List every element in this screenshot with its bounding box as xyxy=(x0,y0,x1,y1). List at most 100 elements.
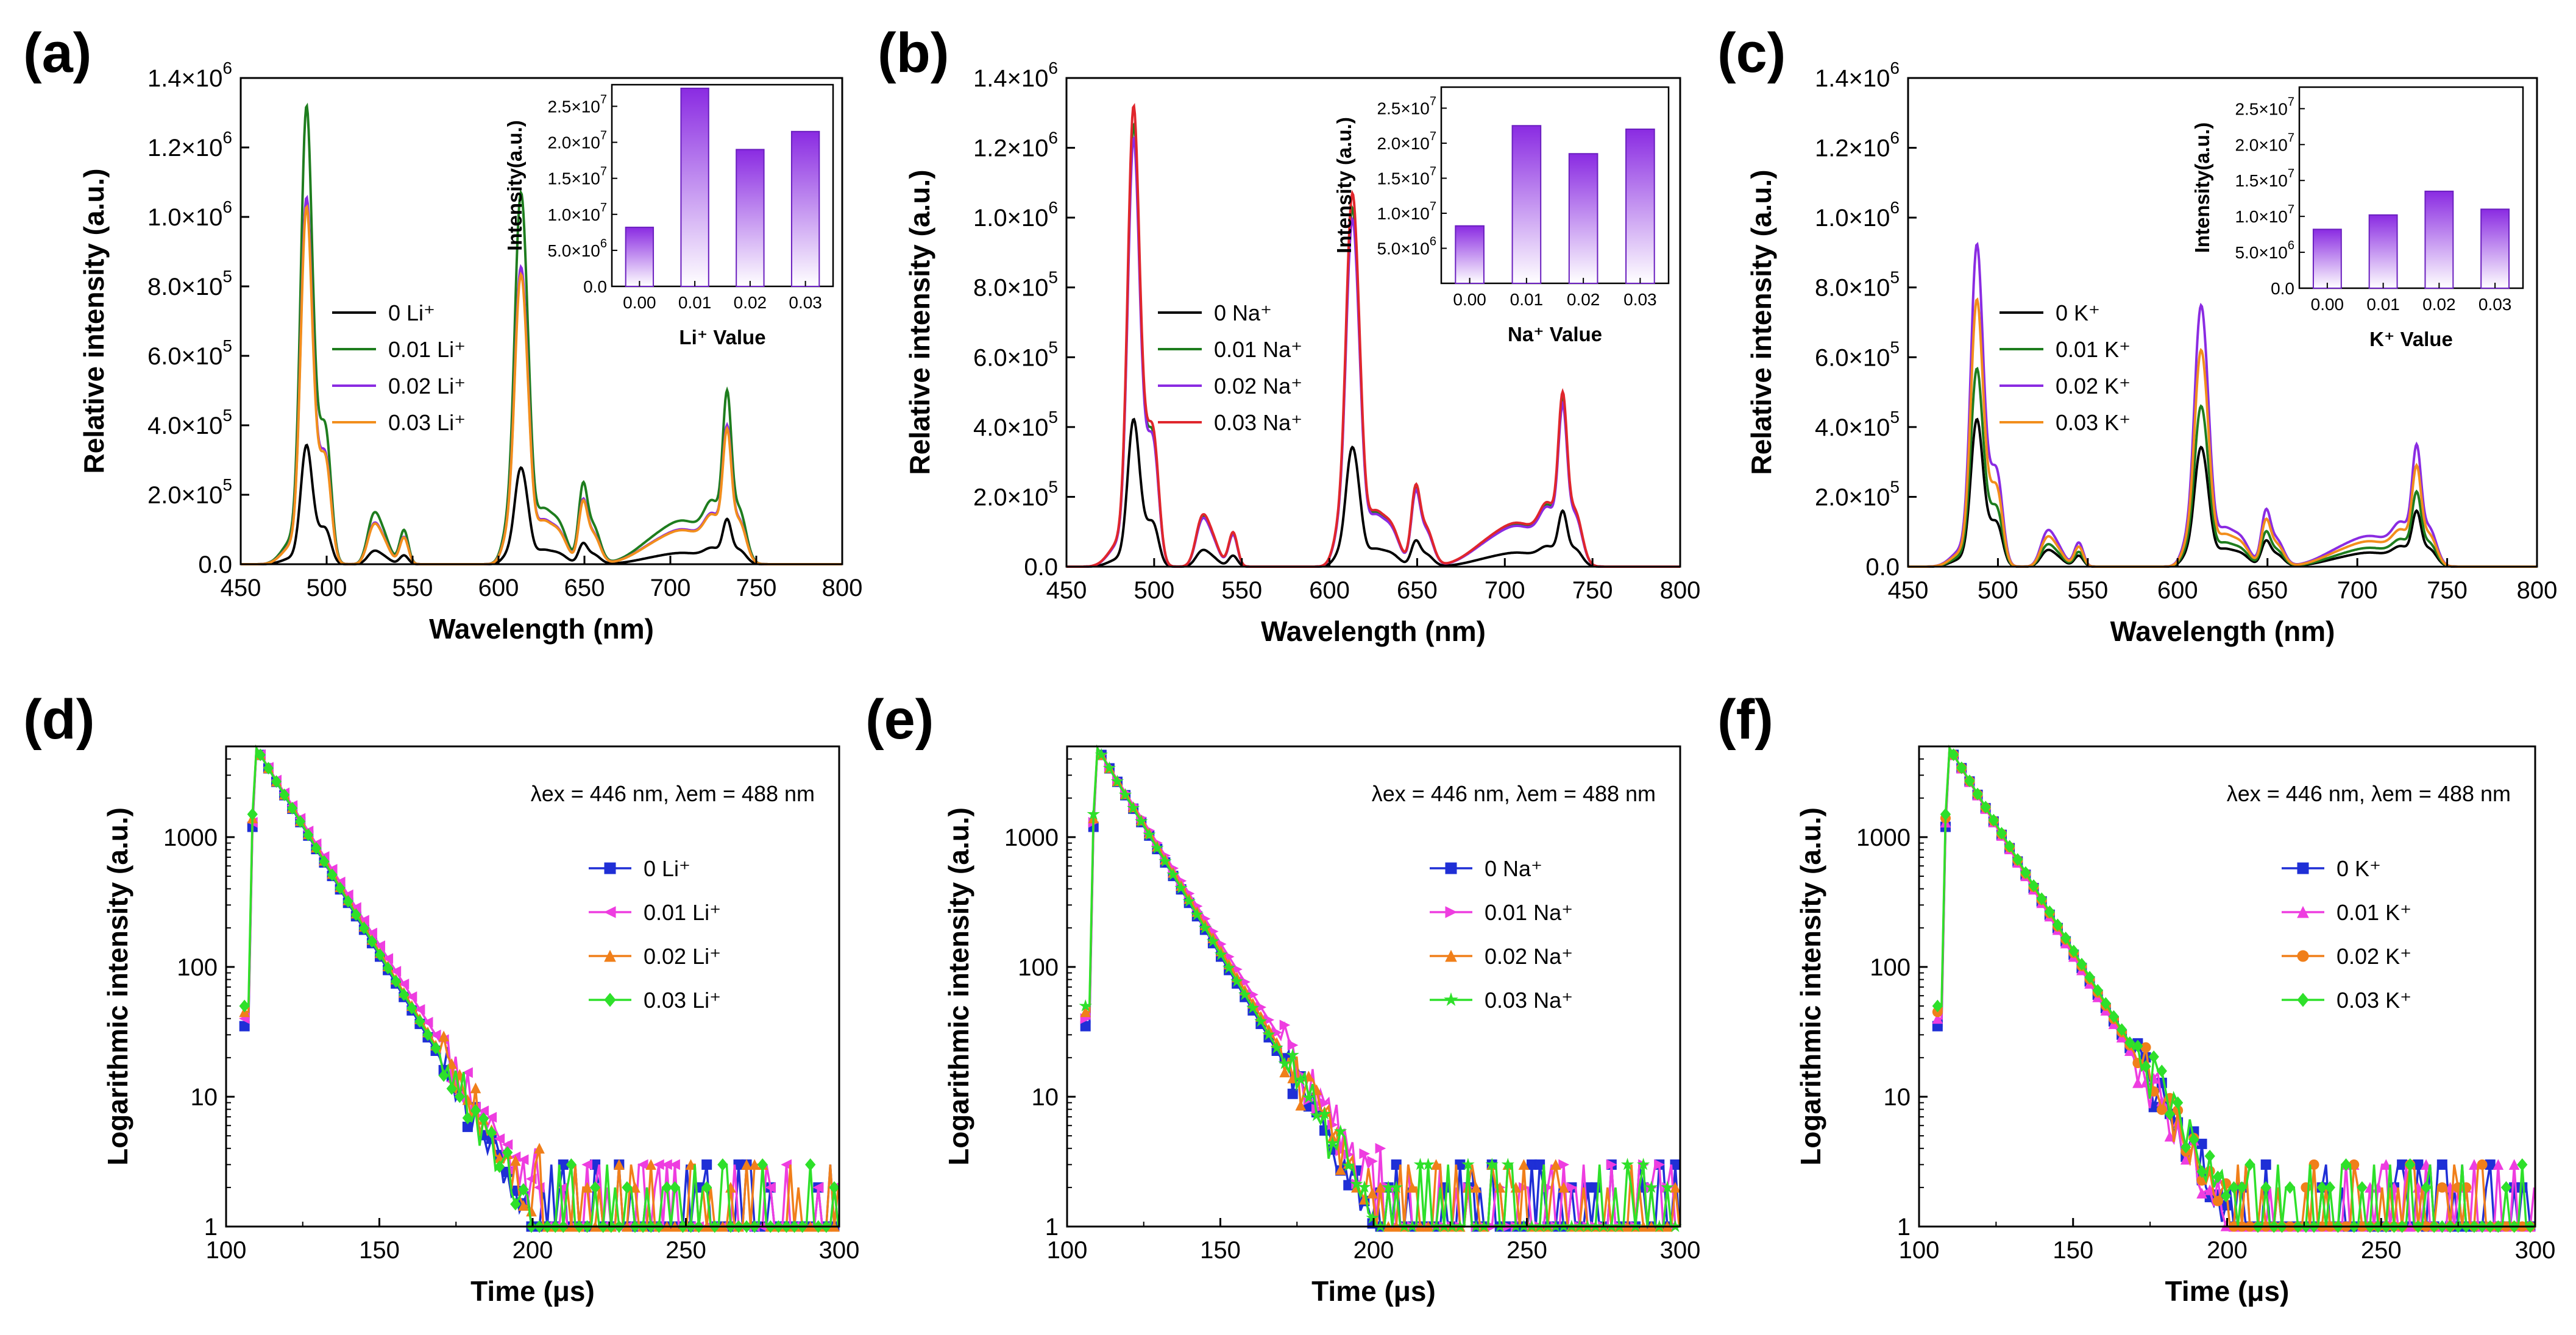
data-point xyxy=(454,1090,465,1103)
inset-x-tick-label: 0.01 xyxy=(1510,290,1544,309)
y-axis-title: Logarithmic intensity (a.u.) xyxy=(943,807,974,1166)
panel-b: 450 500 550 600 650 700 750 800 0.0 2.0×105 4.0×10… xyxy=(904,58,1700,647)
data-point xyxy=(757,1158,768,1171)
x-tick-label: 300 xyxy=(819,1237,860,1264)
y-tick-label: 1 xyxy=(1897,1214,1911,1241)
data-point xyxy=(1620,1158,1634,1170)
series-line xyxy=(1937,745,2535,1228)
legend-marker xyxy=(604,862,616,874)
data-point xyxy=(2436,1159,2447,1170)
inset-x-tick-label: 0.03 xyxy=(789,293,822,312)
data-point xyxy=(286,801,298,815)
x-axis-title: Wavelength (nm) xyxy=(2110,615,2335,647)
series-line xyxy=(1085,745,1680,1228)
x-tick-label: 700 xyxy=(2337,577,2378,604)
series-line xyxy=(244,745,840,1228)
x-tick-label: 150 xyxy=(2053,1237,2093,1264)
data-point xyxy=(2436,1182,2447,1193)
data-point xyxy=(1174,881,1188,894)
y-axis-title: Logarithmic intensity (a.u.) xyxy=(1795,807,1826,1166)
excitation-emission-annotation: λex = 446 nm, λem = 488 nm xyxy=(1372,781,1656,806)
inset-bar xyxy=(680,87,709,288)
data-point xyxy=(414,1015,425,1028)
x-tick-label: 650 xyxy=(564,575,605,601)
panel-d: 100 150 200 250 300 1 10 100 1000 Time (μs) Logari… xyxy=(102,744,860,1307)
y-tick-label: 1000 xyxy=(1004,824,1059,851)
x-tick-label: 300 xyxy=(2515,1237,2556,1264)
data-point xyxy=(1080,1006,1091,1018)
inset-y-tick-label: 2.5×107 xyxy=(1377,95,1436,118)
data-point xyxy=(1198,921,1212,934)
inset-y-tick-label: 5.0×106 xyxy=(547,237,607,260)
data-point xyxy=(1375,1142,1386,1154)
data-point xyxy=(581,1159,593,1170)
x-tick-label: 450 xyxy=(1888,577,1929,604)
data-point xyxy=(812,1182,824,1193)
y-tick-label: 0.0 xyxy=(198,551,232,578)
data-point xyxy=(1279,1019,1291,1031)
data-point xyxy=(1948,748,1959,762)
legend-label: 0.02 K⁺ xyxy=(2336,944,2411,969)
x-tick-label: 700 xyxy=(650,575,691,601)
data-point xyxy=(1350,1177,1363,1190)
data-point xyxy=(366,935,378,948)
data-point xyxy=(1295,1099,1307,1111)
x-tick-label: 800 xyxy=(1660,577,1701,604)
data-point xyxy=(263,762,274,775)
panel-label: (a) xyxy=(23,22,91,84)
x-tick-label: 550 xyxy=(392,575,433,601)
data-point xyxy=(2020,866,2031,879)
y-tick-label: 4.0×105 xyxy=(1815,408,1900,441)
data-point xyxy=(2228,1181,2240,1194)
data-point xyxy=(1246,1001,1260,1014)
data-point xyxy=(2324,1181,2335,1194)
data-point xyxy=(534,1142,545,1154)
series-line xyxy=(1908,297,2537,568)
y-tick-label: 1000 xyxy=(163,824,218,851)
series-line xyxy=(1066,102,1680,568)
data-point xyxy=(1366,1211,1379,1224)
data-point xyxy=(2100,997,2111,1010)
data-point xyxy=(1158,854,1172,867)
legend-label: 0.02 Na⁺ xyxy=(1214,374,1302,398)
data-point xyxy=(295,815,306,828)
data-point xyxy=(1087,807,1100,820)
data-point xyxy=(1278,1057,1291,1069)
legend-label: 0.03 Na⁺ xyxy=(1214,410,1302,435)
x-tick-label: 600 xyxy=(1309,577,1350,604)
y-tick-label: 1.0×106 xyxy=(973,198,1058,232)
data-point xyxy=(1566,1182,1578,1193)
data-point xyxy=(1932,1013,1943,1024)
data-point xyxy=(422,1016,433,1028)
data-point xyxy=(422,1028,433,1041)
data-point xyxy=(1972,787,1983,801)
data-point xyxy=(462,1067,473,1078)
data-point xyxy=(2036,892,2047,905)
data-point xyxy=(446,1082,457,1096)
data-point xyxy=(2237,1181,2248,1194)
data-point xyxy=(645,1159,656,1170)
data-point xyxy=(2052,918,2063,932)
data-point xyxy=(1182,894,1196,907)
legend-marker xyxy=(604,993,616,1007)
data-point xyxy=(1964,774,1975,788)
data-point xyxy=(2220,1189,2232,1203)
panel-label: (e) xyxy=(865,689,934,751)
data-point xyxy=(2148,1050,2159,1063)
inset-y-tick-label: 2.0×107 xyxy=(2235,131,2294,154)
panel-label: (d) xyxy=(23,689,94,751)
inset-bar xyxy=(1455,225,1485,285)
y-tick-label: 100 xyxy=(177,954,218,981)
data-point xyxy=(1333,1124,1347,1137)
plot-frame xyxy=(225,745,840,1228)
data-point xyxy=(1407,1181,1418,1193)
data-point xyxy=(1222,961,1236,974)
data-point xyxy=(478,1112,489,1125)
x-tick-label: 500 xyxy=(1134,577,1174,604)
excitation-emission-annotation: λex = 446 nm, λem = 488 nm xyxy=(531,781,815,806)
inset-x-tick-label: 0.01 xyxy=(678,293,712,312)
data-point xyxy=(669,1181,681,1194)
data-point xyxy=(382,961,394,975)
data-point xyxy=(2204,1149,2215,1163)
excitation-emission-annotation: λex = 446 nm, λem = 488 nm xyxy=(2227,781,2511,806)
